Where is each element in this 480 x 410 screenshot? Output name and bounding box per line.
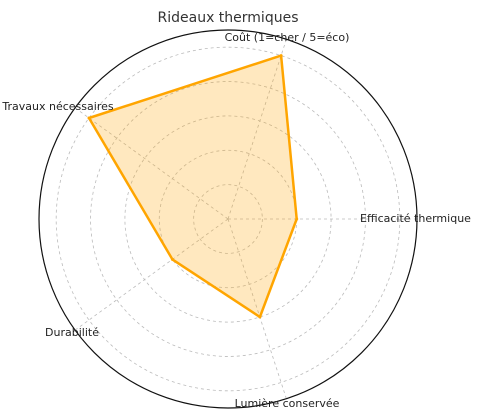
spoke [227, 218, 287, 399]
radar-vertex [87, 116, 91, 120]
grid-circle [193, 184, 263, 254]
chart-title: Rideaux thermiques [158, 10, 299, 26]
radar-vertex [279, 54, 283, 58]
spoke [227, 39, 287, 220]
radar-vertex [295, 217, 299, 221]
spoke [74, 107, 229, 220]
axis-label: Durabilité [45, 326, 99, 339]
radar-area [87, 54, 298, 319]
spoke [74, 218, 229, 331]
axis-label: Travaux nécessaires [1, 100, 113, 113]
radar-vertex [170, 257, 174, 261]
grid-circle [90, 81, 366, 357]
axis-label: Lumière conservée [235, 397, 340, 410]
axis-label: Coût (1=cher / 5=éco) [225, 31, 350, 44]
outer-circle [38, 29, 418, 409]
grid-circle [55, 46, 401, 392]
axis-label: Efficacité thermique [360, 212, 471, 225]
radar-vertex [258, 315, 262, 319]
